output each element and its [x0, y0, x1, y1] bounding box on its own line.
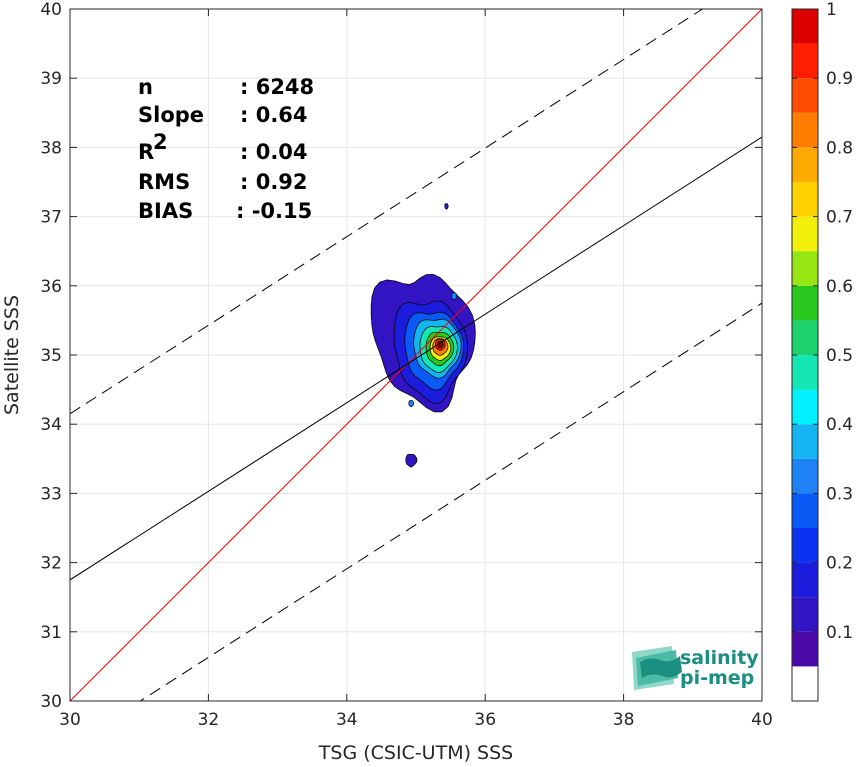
x-tick-label: 38 — [613, 710, 635, 730]
y-tick-label: 34 — [40, 415, 62, 435]
colorbar-tick-label: 0.7 — [826, 208, 853, 228]
x-tick-label: 36 — [474, 710, 496, 730]
colorbar-tick-label: 0.5 — [826, 346, 853, 366]
colorbar-tick-label: 0.3 — [826, 484, 853, 504]
density-contours — [370, 203, 476, 468]
logo-line2: pi-mep — [680, 667, 754, 689]
identity-line — [70, 9, 762, 701]
colorbar-tick-label: 1 — [826, 0, 837, 20]
logo-line1: salinity — [680, 647, 759, 669]
colorbar-cell — [792, 320, 818, 355]
fit-line — [70, 136, 762, 581]
y-tick-label: 30 — [40, 692, 62, 712]
y-axis-label: Satellite SSS — [1, 295, 23, 415]
colorbar-cell — [792, 493, 818, 528]
colorbar-cell — [792, 389, 818, 425]
y-tick-label: 37 — [40, 208, 62, 228]
x-tick-label: 40 — [751, 710, 773, 730]
colorbar-cell — [792, 285, 818, 321]
stats-box: n : 6248 Slope : 0.64 R2 : 0.04 RMS : 0.92 BIAS:… — [138, 75, 314, 223]
y-tick-label: 38 — [40, 138, 62, 158]
x-axis-label: TSG (CSIC-UTM) SSS — [318, 742, 513, 764]
x-tick-label: 30 — [59, 710, 81, 730]
stat-value: : 6248 — [240, 75, 314, 99]
colorbar-tick-label: 0.2 — [826, 554, 853, 574]
colorbar-cell — [792, 147, 818, 182]
stat-value: : 0.92 — [240, 170, 308, 194]
lower-bound-line — [139, 302, 762, 701]
colorbar-cell — [792, 43, 818, 79]
stat-value: : 0.64 — [240, 103, 308, 127]
colorbar-cell-zero — [792, 666, 818, 701]
colorbar-cell — [792, 182, 818, 217]
x-tick-label: 34 — [336, 710, 358, 730]
stat-label: R — [138, 140, 154, 164]
y-tick-label: 36 — [40, 277, 62, 297]
stat-label-superscript: 2 — [153, 130, 168, 154]
axes: 30 32 34 36 38 40 30 31 32 33 34 35 36 37 38 39 40 — [40, 0, 772, 730]
stat-label: RMS — [138, 170, 190, 194]
colorbar-cell — [792, 424, 818, 459]
colorbar-cell — [792, 216, 818, 252]
colorbar-cell — [792, 597, 818, 632]
stat-value: : 0.04 — [240, 140, 308, 164]
contour-island-low — [405, 453, 418, 468]
colorbar-cell — [792, 78, 818, 113]
wave-logo-icon — [632, 646, 682, 690]
colorbar-cell — [792, 112, 818, 148]
colorbar-cell — [792, 9, 818, 44]
upper-bound-line — [70, 9, 704, 415]
contour-island-high — [444, 203, 449, 210]
regression-lines — [70, 9, 762, 701]
colorbar-cell — [792, 631, 818, 667]
colorbar-tick-label: 0.8 — [826, 138, 853, 158]
colorbar-cell — [792, 355, 818, 390]
y-tick-label: 40 — [40, 0, 62, 20]
stat-label: Slope — [138, 103, 204, 127]
x-tick-label: 32 — [198, 710, 220, 730]
colorbar: 0.1 0.2 0.3 0.4 0.5 0.6 0.7 0.8 0.9 1 — [791, 0, 853, 702]
colorbar-cell — [792, 528, 818, 563]
colorbar-cell — [792, 251, 818, 286]
stat-value: : -0.15 — [236, 199, 312, 223]
colorbar-tick-label: 0.9 — [826, 69, 853, 89]
colorbar-tick-label: 0.1 — [826, 623, 853, 643]
colorbar-cell — [792, 562, 818, 598]
contour-inner-spot-2 — [408, 400, 414, 408]
y-tick-label: 33 — [40, 484, 62, 504]
grid — [69, 8, 763, 702]
colorbar-tick-label: 0.4 — [826, 415, 853, 435]
contour-inner-spot — [450, 292, 458, 301]
stat-label: n — [138, 75, 153, 99]
colorbar-tick-label: 0.6 — [826, 277, 853, 297]
y-tick-label: 32 — [40, 554, 62, 574]
y-tick-label: 39 — [40, 69, 62, 89]
y-tick-label: 35 — [40, 346, 62, 366]
stat-label: BIAS — [138, 199, 193, 223]
colorbar-cell — [792, 458, 818, 494]
y-tick-label: 31 — [40, 623, 62, 643]
salinity-pi-mep-logo: salinity pi-mep — [632, 646, 759, 690]
